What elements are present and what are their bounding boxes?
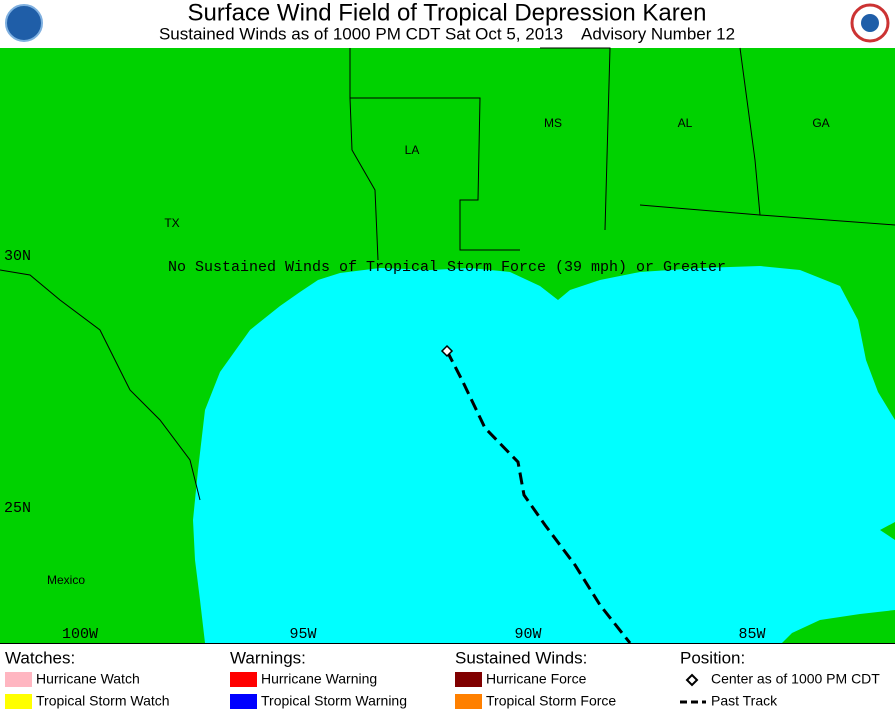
legend-item: Hurricane Watch [36, 671, 140, 687]
legend-item: Tropical Storm Force [486, 693, 616, 709]
title: Surface Wind Field of Tropical Depressio… [188, 0, 707, 26]
lat-label: 30N [4, 248, 31, 265]
storm-center [440, 344, 454, 358]
past-track [445, 350, 632, 644]
legend: Watches: Hurricane Watch Tropical Storm … [5, 648, 880, 709]
legend-item: Hurricane Warning [261, 671, 377, 687]
legend-title: Sustained Winds: [455, 648, 587, 667]
lon-label: 85W [738, 626, 765, 643]
state-label: GA [812, 116, 829, 130]
lat-label: 25N [4, 500, 31, 517]
state-label: TX [164, 216, 179, 230]
country-label: Mexico [47, 573, 85, 587]
legend-title: Position: [680, 648, 745, 667]
map: TX LA MS AL GA Mexico 30N 25N 100W 95W 9… [0, 47, 895, 644]
lon-label: 90W [514, 626, 541, 643]
state-label: MS [544, 116, 562, 130]
legend-item: Hurricane Force [486, 671, 587, 687]
lon-label: 100W [62, 626, 98, 643]
state-label: AL [678, 116, 693, 130]
state-label: LA [405, 143, 420, 157]
lon-label: 95W [289, 626, 316, 643]
legend-item: Tropical Storm Warning [261, 693, 407, 709]
noaa-logo [5, 4, 43, 42]
subtitle: Sustained Winds as of 1000 PM CDT Sat Oc… [159, 24, 735, 43]
advisory-message: No Sustained Winds of Tropical Storm For… [168, 259, 726, 276]
legend-title: Watches: [5, 648, 75, 667]
legend-item: Past Track [711, 693, 778, 709]
legend-title: Warnings: [230, 648, 306, 667]
legend-item: Tropical Storm Watch [36, 693, 170, 709]
legend-item: Center as of 1000 PM CDT [711, 671, 880, 687]
